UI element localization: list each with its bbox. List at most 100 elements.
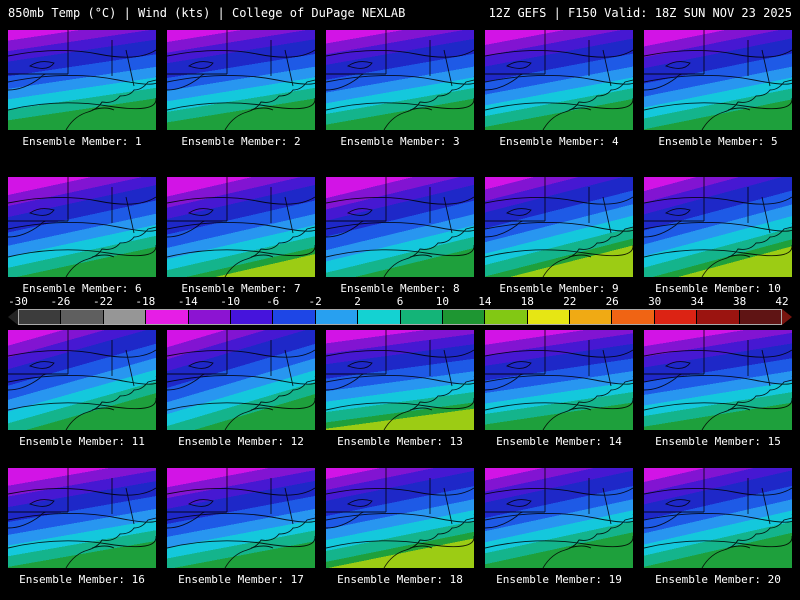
colorbar-tick-label: 14 [478, 295, 492, 308]
ensemble-member-label: Ensemble Member: 7 [181, 282, 301, 295]
ensemble-panel: Ensemble Member: 6 [8, 177, 156, 295]
ensemble-map-svg [167, 468, 315, 568]
ensemble-map [485, 30, 633, 130]
colorbar-tick-label: 30 [648, 295, 662, 308]
ensemble-panel: Ensemble Member: 4 [485, 30, 633, 148]
ensemble-map [8, 177, 156, 277]
ensemble-map [644, 330, 792, 430]
colorbar-segment [484, 310, 527, 324]
colorbar-tick-label: -14 [177, 295, 198, 308]
ensemble-panel: Ensemble Member: 12 [167, 330, 315, 448]
ensemble-panel: Ensemble Member: 8 [326, 177, 474, 295]
colorbar-segment [526, 310, 570, 324]
colorbar-tick-label: 10 [435, 295, 450, 308]
colorbar-tick-label: -26 [50, 295, 71, 308]
colorbar-segment [272, 310, 315, 324]
ensemble-panel: Ensemble Member: 18 [326, 468, 474, 586]
ensemble-map-svg [167, 30, 315, 130]
colorbar-tick-label: -30 [8, 295, 28, 308]
ensemble-member-label: Ensemble Member: 10 [655, 282, 781, 295]
colorbar-tick-label: -10 [220, 295, 241, 308]
ensemble-panel: Ensemble Member: 19 [485, 468, 633, 586]
colorbar-segment [60, 310, 103, 324]
ensemble-member-label: Ensemble Member: 6 [22, 282, 142, 295]
colorbar-tick-label: 6 [396, 295, 404, 308]
ensemble-panel: Ensemble Member: 9 [485, 177, 633, 295]
ensemble-panel: Ensemble Member: 11 [8, 330, 156, 448]
ensemble-map [167, 330, 315, 430]
panel-row: Ensemble Member: 6 Ensemble Member: 7 Ense… [8, 177, 792, 295]
ensemble-map-svg [644, 177, 792, 277]
ensemble-panel: Ensemble Member: 5 [644, 30, 792, 148]
ensemble-map [485, 330, 633, 430]
colorbar-tick-label: -18 [135, 295, 156, 308]
ensemble-member-label: Ensemble Member: 2 [181, 135, 301, 148]
colorbar-tick-label: -6 [266, 295, 280, 308]
ensemble-map-svg [326, 30, 474, 130]
ensemble-member-label: Ensemble Member: 9 [499, 282, 619, 295]
colorbar-segment [441, 310, 485, 324]
ensemble-map-svg [326, 177, 474, 277]
ensemble-map-svg [8, 468, 156, 568]
ensemble-panel: Ensemble Member: 16 [8, 468, 156, 586]
colorbar-segment [611, 310, 654, 324]
ensemble-member-label: Ensemble Member: 18 [337, 573, 463, 586]
colorbar-bar [8, 309, 792, 325]
colorbar-segment [102, 310, 146, 324]
ensemble-member-label: Ensemble Member: 16 [19, 573, 145, 586]
colorbar-tick-label: 22 [563, 295, 577, 308]
ensemble-map-svg [644, 330, 792, 430]
ensemble-map-svg [485, 30, 633, 130]
ensemble-map-svg [644, 468, 792, 568]
colorbar-segment [187, 310, 230, 324]
ensemble-map [644, 177, 792, 277]
colorbar-segments [18, 309, 782, 325]
ensemble-map [167, 30, 315, 130]
ensemble-member-label: Ensemble Member: 12 [178, 435, 304, 448]
ensemble-panel: Ensemble Member: 7 [167, 177, 315, 295]
colorbar-segment [229, 310, 273, 324]
colorbar-ticks: -30 -26 -22 -18 -14 -10 -6 -2 2 6 10 14 18 22 26 30 34 38… [8, 295, 792, 308]
ensemble-member-label: Ensemble Member: 8 [340, 282, 460, 295]
ensemble-map [167, 468, 315, 568]
colorbar-segment [653, 310, 697, 324]
product-title: 850mb Temp (°C) | Wind (kts) | College o… [8, 6, 406, 20]
ensemble-map-svg [8, 330, 156, 430]
colorbar-segment [314, 310, 358, 324]
ensemble-member-label: Ensemble Member: 17 [178, 573, 304, 586]
ensemble-map-svg [485, 330, 633, 430]
ensemble-map-svg [8, 30, 156, 130]
colorbar-left-arrow-icon [8, 309, 18, 325]
colorbar-segment [19, 310, 61, 324]
ensemble-map-svg [167, 330, 315, 430]
ensemble-panel: Ensemble Member: 2 [167, 30, 315, 148]
ensemble-member-label: Ensemble Member: 15 [655, 435, 781, 448]
colorbar-tick-label: 38 [732, 295, 747, 308]
ensemble-panel: Ensemble Member: 17 [167, 468, 315, 586]
ensemble-map [644, 30, 792, 130]
colorbar-tick-label: -2 [308, 295, 322, 308]
ensemble-map-svg [326, 468, 474, 568]
colorbar-tick-label: 34 [690, 295, 704, 308]
ensemble-map [326, 468, 474, 568]
ensemble-map [8, 330, 156, 430]
ensemble-member-label: Ensemble Member: 1 [22, 135, 142, 148]
ensemble-map-svg [8, 177, 156, 277]
ensemble-member-label: Ensemble Member: 13 [337, 435, 463, 448]
ensemble-map [326, 330, 474, 430]
ensemble-map [167, 177, 315, 277]
ensemble-map [644, 468, 792, 568]
ensemble-map-svg [644, 30, 792, 130]
ensemble-member-label: Ensemble Member: 11 [19, 435, 145, 448]
panel-row: Ensemble Member: 1 Ensemble Member: 2 Ense… [8, 30, 792, 148]
model-valid-time: 12Z GEFS | F150 Valid: 18Z SUN NOV 23 20… [488, 6, 792, 20]
title-bar: 850mb Temp (°C) | Wind (kts) | College o… [8, 6, 792, 20]
ensemble-panel: Ensemble Member: 3 [326, 30, 474, 148]
ensemble-member-label: Ensemble Member: 5 [658, 135, 778, 148]
ensemble-map [485, 177, 633, 277]
colorbar-segment [357, 310, 400, 324]
colorbar-tick-label: 2 [354, 295, 361, 308]
ensemble-member-label: Ensemble Member: 4 [499, 135, 619, 148]
colorbar-segment [696, 310, 739, 324]
colorbar-tick-label: -22 [92, 295, 113, 308]
